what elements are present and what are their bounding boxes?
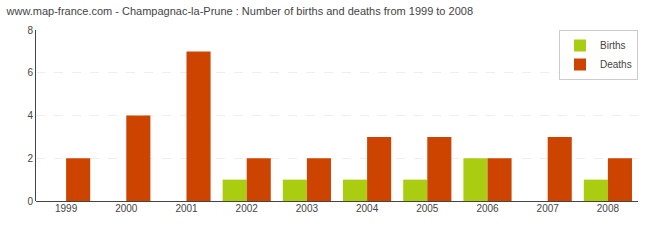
svg-text:2001: 2001 [175,203,198,214]
svg-text:2003: 2003 [296,203,319,214]
svg-text:Deaths: Deaths [600,59,632,70]
svg-text:www.map-france.com - Champagna: www.map-france.com - Champagnac-la-Prune… [6,5,474,17]
svg-text:2008: 2008 [597,203,620,214]
svg-text:Births: Births [600,40,626,51]
svg-text:1999: 1999 [55,203,78,214]
svg-text:8: 8 [27,25,33,36]
svg-text:2005: 2005 [416,203,439,214]
svg-text:6: 6 [27,67,33,78]
svg-text:2004: 2004 [356,203,379,214]
svg-text:2007: 2007 [537,203,560,214]
svg-text:4: 4 [27,110,33,121]
svg-text:2: 2 [27,153,33,164]
svg-text:2000: 2000 [115,203,138,214]
svg-text:0: 0 [27,196,33,207]
svg-text:2002: 2002 [236,203,259,214]
svg-text:2006: 2006 [476,203,499,214]
